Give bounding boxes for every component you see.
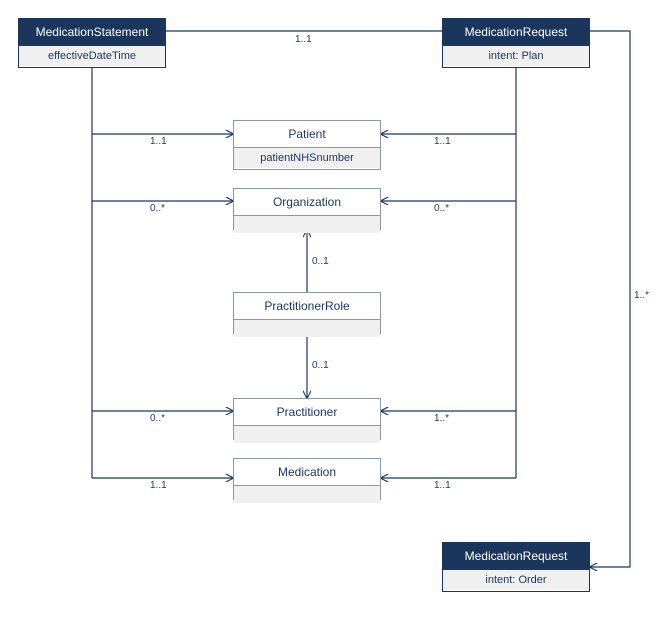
node-title: MedicationRequest [443,19,589,45]
node-attr [234,215,380,233]
node-attr [234,425,380,443]
node-attr [234,485,380,503]
mult-role-pract: 0..1 [312,360,329,371]
mult-left-pract: 0..* [150,413,165,424]
mult-left-med: 1..1 [150,480,167,491]
node-practitioner-role: PractitionerRole [233,292,381,334]
node-attr: effectiveDateTime [19,45,165,66]
mult-role-org: 0..1 [312,256,329,267]
node-medication-request-plan: MedicationRequest intent: Plan [442,18,590,68]
mult-left-patient: 1..1 [150,136,167,147]
mult-right-patient: 1..1 [434,136,451,147]
node-patient: Patient patientNHSnumber [233,120,381,170]
node-attr: patientNHSnumber [234,147,380,168]
node-title: MedicationStatement [19,19,165,45]
node-medication-request-order: MedicationRequest intent: Order [442,542,590,592]
mult-left-org: 0..* [150,203,165,214]
node-attr: intent: Order [443,569,589,590]
mult-top: 1..1 [295,34,312,45]
node-title: Organization [234,189,380,215]
node-practitioner: Practitioner [233,398,381,440]
node-attr [234,319,380,337]
node-title: PractitionerRole [234,293,380,319]
mult-right-med: 1..1 [434,480,451,491]
node-attr: intent: Plan [443,45,589,66]
node-medication: Medication [233,458,381,500]
node-title: Practitioner [234,399,380,425]
mult-right-order: 1..* [634,290,649,301]
mult-right-org: 0..* [434,203,449,214]
node-title: Patient [234,121,380,147]
node-organization: Organization [233,188,381,230]
node-title: MedicationRequest [443,543,589,569]
diagram-canvas: 1..1 1..1 1..1 0..* 0..* 0..1 0..1 0..* … [0,0,658,627]
node-title: Medication [234,459,380,485]
mult-right-pract: 1..* [434,413,449,424]
node-medication-statement: MedicationStatement effectiveDateTime [18,18,166,68]
